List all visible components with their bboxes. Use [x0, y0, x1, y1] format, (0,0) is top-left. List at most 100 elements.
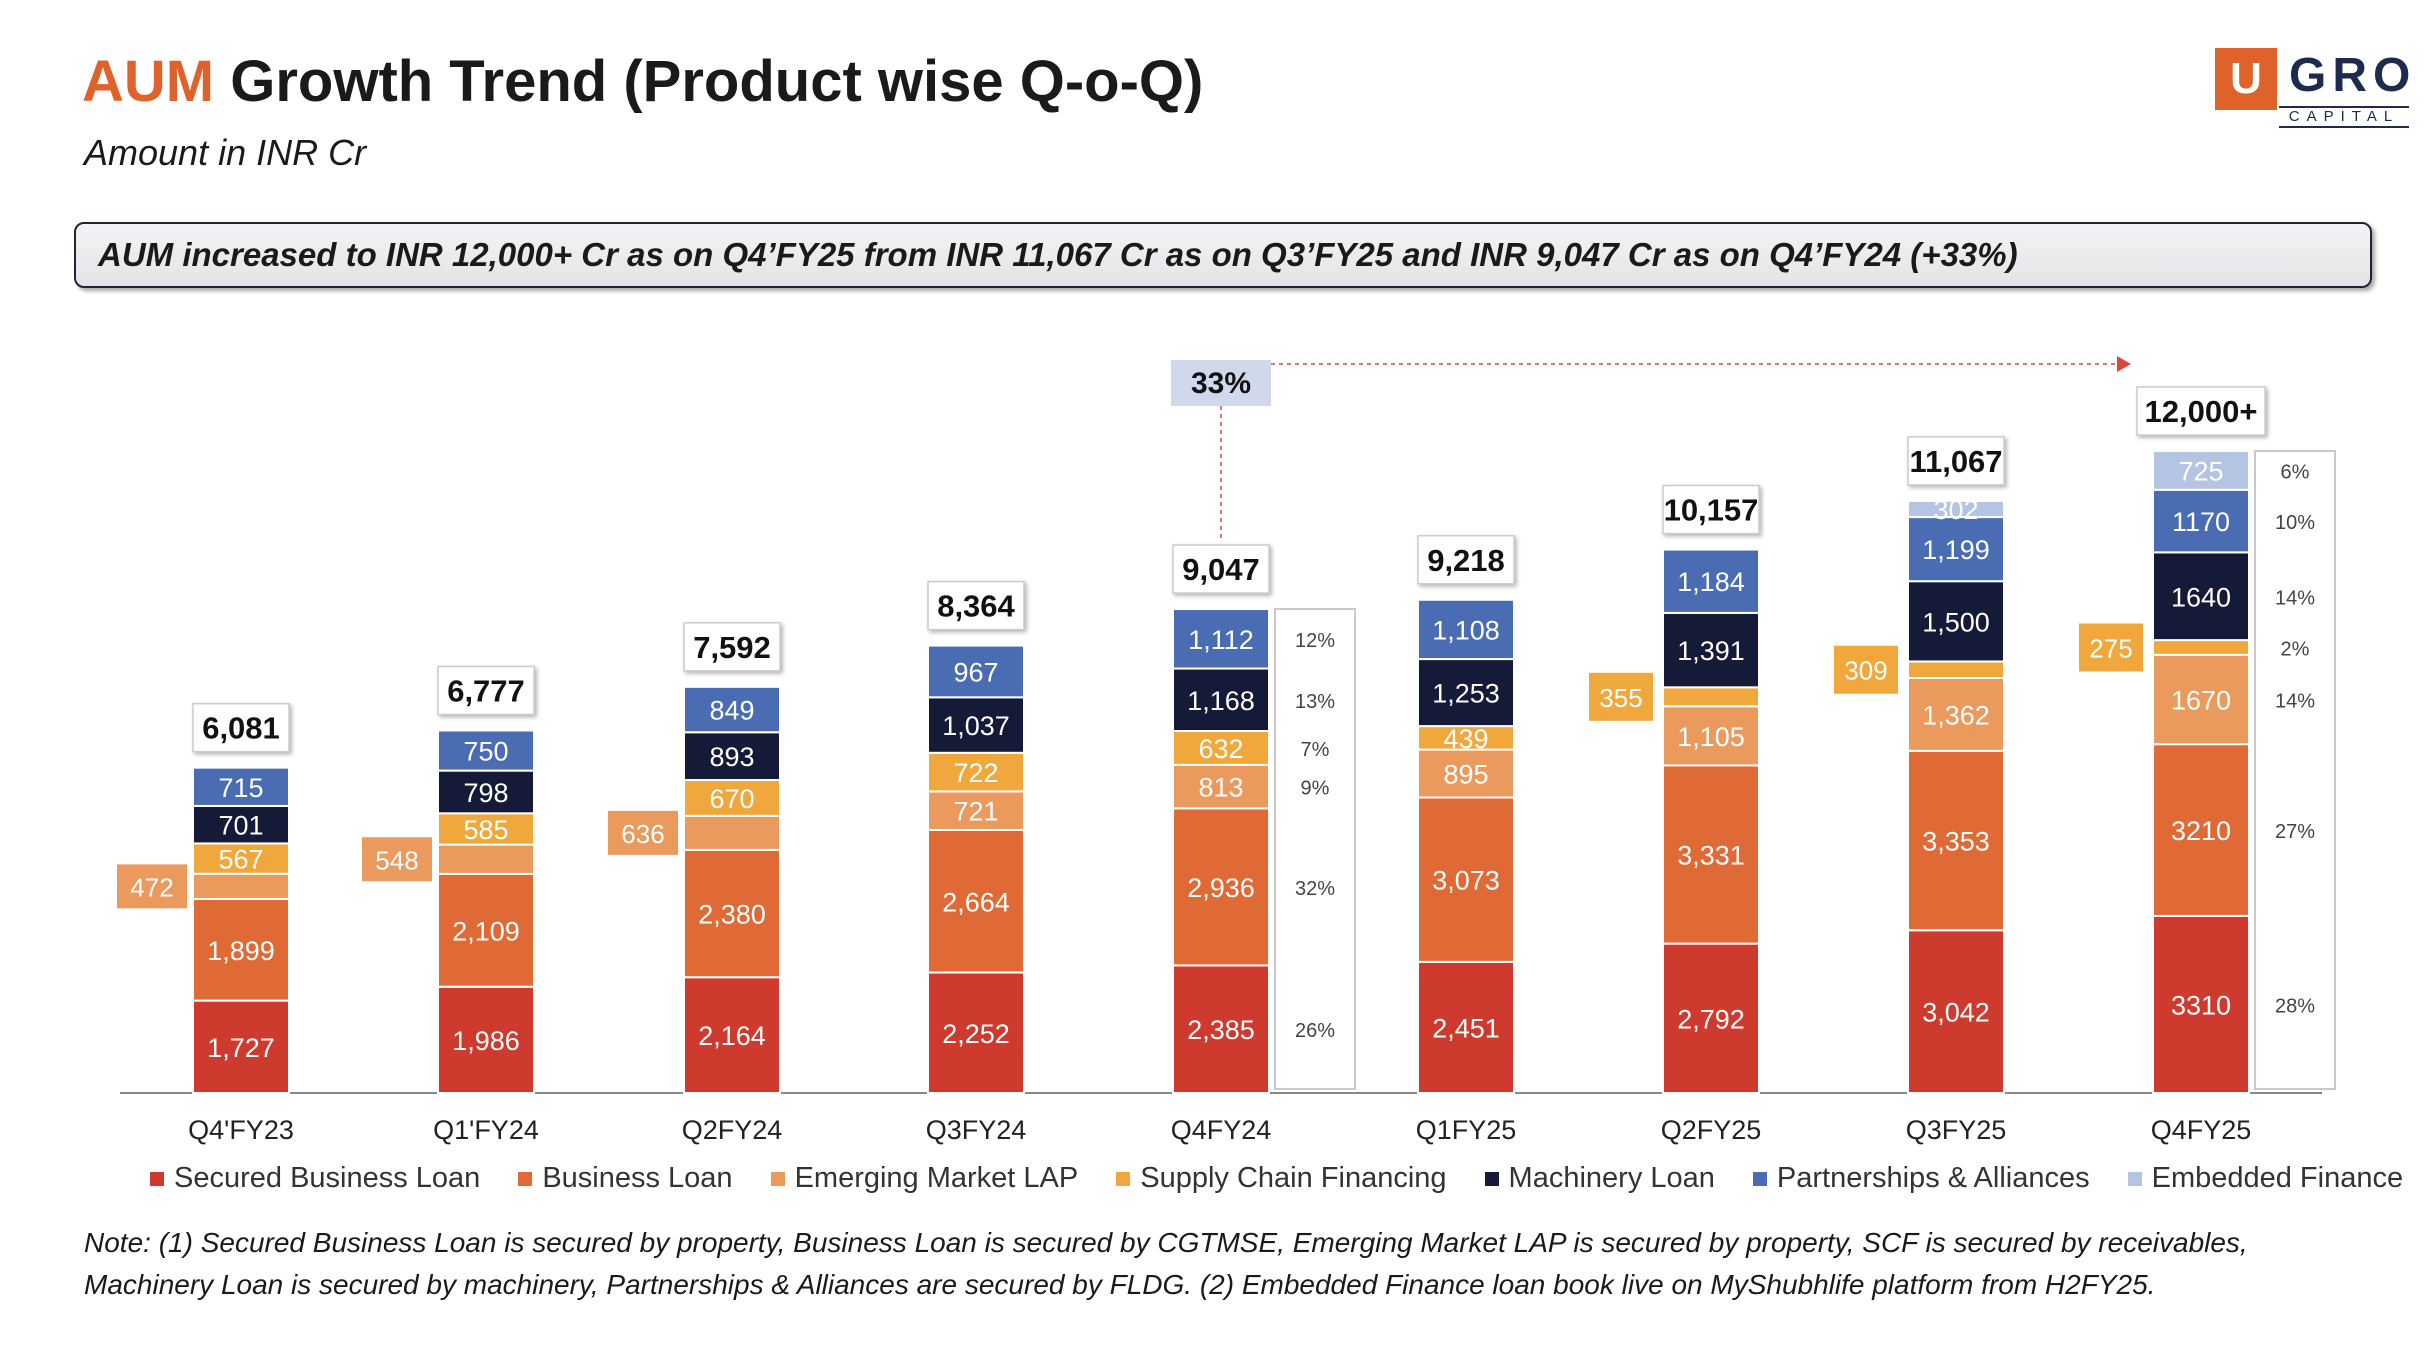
x-tick-label-q1fy25: Q1FY25 [1416, 1115, 1517, 1145]
bar-embedded-finance-q3fy25 [1907, 499, 2005, 519]
legend-label-secured-business-loan: Secured Business Loan [174, 1162, 481, 1194]
share-box-q4fy25 [2254, 450, 2336, 1090]
bar-partnerships-alliances-q2fy24 [683, 685, 781, 734]
data-label-emerging-market-lap-q1-fy24: 548 [375, 845, 418, 875]
bar-partnerships-alliances-q2fy25 [1662, 548, 1760, 614]
data-label-secured-business-loan-q2fy25: 2,792 [1677, 1004, 1745, 1034]
outside-label-box-q2fy24 [608, 810, 678, 855]
bar-machinery-loan-q2fy24 [683, 731, 781, 782]
data-label-secured-business-loan-q2fy24: 2,164 [698, 1021, 766, 1051]
outside-label-box-q4fy25 [2079, 623, 2143, 672]
legend-item-embedded-finance: Embedded Finance [2127, 1162, 2403, 1195]
logo-word: GRO [2289, 49, 2417, 102]
bar-emerging-market-lap-q1fy25 [1417, 748, 1515, 799]
bar-secured-business-loan-q2fy25 [1662, 942, 1760, 1094]
outside-label-box-q4-fy23 [117, 864, 187, 909]
data-label-supply-chain-financing-q2fy24: 670 [709, 784, 754, 814]
legend-item-emerging-market-lap: Emerging Market LAP [770, 1162, 1078, 1195]
x-tick-label-q2fy24: Q2FY24 [682, 1115, 783, 1145]
data-label-emerging-market-lap-q4fy25: 1670 [2171, 686, 2231, 716]
data-label-embedded-finance-q4fy25: 725 [2178, 456, 2223, 486]
x-tick-label-q3fy25: Q3FY25 [1906, 1115, 2007, 1145]
data-label-machinery-loan-q2fy24: 893 [709, 742, 754, 772]
data-label-emerging-market-lap-q2fy24: 636 [621, 819, 664, 849]
legend-label-supply-chain-financing: Supply Chain Financing [1140, 1162, 1447, 1194]
highlight-banner: AUM increased to INR 12,000+ Cr as on Q4… [74, 222, 2372, 288]
data-label-machinery-loan-q2fy25: 1,391 [1677, 636, 1745, 666]
bar-emerging-market-lap-q1-fy24 [437, 843, 535, 875]
bar-partnerships-alliances-q3fy24 [927, 644, 1025, 699]
data-label-partnerships-alliances-q4-fy23: 715 [218, 773, 263, 803]
legend-label-business-loan: Business Loan [542, 1162, 733, 1194]
data-label-supply-chain-financing-q4fy24: 632 [1198, 734, 1243, 764]
data-label-emerging-market-lap-q3fy24: 721 [953, 797, 998, 827]
data-label-machinery-loan-q4fy25: 1640 [2171, 582, 2231, 612]
share-box-q4fy24 [1274, 608, 1356, 1090]
total-box-q1-fy24 [437, 665, 535, 716]
bar-machinery-loan-q4-fy23 [192, 804, 290, 845]
data-label-supply-chain-financing-q1-fy24: 585 [463, 815, 508, 845]
data-label-supply-chain-financing-q3fy25: 309 [1844, 656, 1887, 686]
x-tick-label-q2fy25: Q2FY25 [1661, 1115, 1762, 1145]
legend-swatch-partnerships-alliances [1752, 1171, 1767, 1186]
data-label-partnerships-alliances-q3fy25: 1,199 [1922, 535, 1990, 565]
data-label-secured-business-loan-q4fy25: 3310 [2171, 990, 2231, 1020]
share-label-secured-business-loan-q4fy24: 26% [1295, 1020, 1335, 1042]
total-box-q3fy24 [927, 580, 1025, 631]
data-label-emerging-market-lap-q1fy25: 895 [1443, 760, 1488, 790]
bar-business-loan-q4fy24 [1172, 807, 1270, 967]
data-label-partnerships-alliances-q1-fy24: 750 [463, 737, 508, 767]
data-label-secured-business-loan-q3fy25: 3,042 [1922, 998, 1990, 1028]
bar-emerging-market-lap-q4-fy23 [192, 872, 290, 901]
data-label-business-loan-q1-fy24: 2,109 [452, 916, 520, 946]
company-logo: U GRO CAPITAL [2215, 48, 2410, 128]
data-label-machinery-loan-q1fy25: 1,253 [1432, 679, 1500, 709]
data-label-embedded-finance-q3fy25: 302 [1933, 495, 1978, 525]
data-label-supply-chain-financing-q4-fy23: 567 [218, 845, 263, 875]
total-label-q4fy24: 9,047 [1182, 552, 1260, 587]
total-box-q4fy25 [2136, 386, 2266, 436]
share-label-machinery-loan-q4fy24: 13% [1295, 691, 1335, 713]
data-label-business-loan-q2fy24: 2,380 [698, 900, 766, 930]
bar-supply-chain-financing-q4fy24 [1172, 730, 1270, 766]
share-label-partnerships-alliances-q4fy24: 12% [1295, 630, 1335, 652]
legend-item-supply-chain-financing: Supply Chain Financing [1116, 1162, 1447, 1195]
total-label-q1-fy24: 6,777 [447, 673, 525, 708]
data-label-secured-business-loan-q1-fy24: 1,986 [452, 1026, 520, 1056]
bar-secured-business-loan-q4-fy23 [192, 999, 290, 1095]
page-title: AUM Growth Trend (Product wise Q-o-Q) [82, 48, 1203, 115]
total-label-q1fy25: 9,218 [1427, 543, 1505, 578]
title-accent: AUM [82, 49, 215, 114]
growth-arrow-head [2117, 356, 2131, 372]
outside-label-box-q1-fy24 [362, 837, 432, 882]
bar-supply-chain-financing-q2fy25 [1662, 686, 1760, 708]
x-tick-label-q4-fy23: Q4'FY23 [188, 1115, 294, 1145]
data-label-secured-business-loan-q4fy24: 2,385 [1187, 1015, 1255, 1045]
bar-partnerships-alliances-q4-fy23 [192, 766, 290, 807]
legend-label-machinery-loan: Machinery Loan [1508, 1162, 1715, 1194]
total-box-q2fy24 [683, 622, 781, 672]
share-label-business-loan-q4fy25: 27% [2275, 821, 2315, 843]
bar-supply-chain-financing-q4fy25 [2152, 639, 2250, 656]
logo-sub: CAPITAL [2279, 106, 2409, 128]
total-label-q4fy25: 12,000+ [2145, 394, 2258, 429]
bar-supply-chain-financing-q3fy24 [927, 751, 1025, 793]
bar-partnerships-alliances-q1-fy24 [437, 729, 535, 772]
data-label-secured-business-loan-q3fy24: 2,252 [942, 1019, 1010, 1049]
total-box-q1fy25 [1417, 535, 1515, 585]
bar-machinery-loan-q3fy24 [927, 696, 1025, 754]
x-tick-label-q4fy25: Q4FY25 [2151, 1115, 2252, 1145]
title-rest: Growth Trend (Product wise Q-o-Q) [230, 49, 1204, 114]
data-label-partnerships-alliances-q1fy25: 1,108 [1432, 615, 1500, 645]
legend-item-business-loan: Business Loan [518, 1162, 733, 1195]
data-label-partnerships-alliances-q3fy24: 967 [953, 657, 998, 687]
data-label-partnerships-alliances-q4fy24: 1,112 [1188, 625, 1254, 655]
data-label-supply-chain-financing-q3fy24: 722 [953, 758, 998, 788]
data-label-supply-chain-financing-q2fy25: 355 [1599, 683, 1642, 713]
total-label-q3fy25: 11,067 [1909, 444, 2002, 479]
share-label-embedded-finance-q4fy25: 6% [2281, 461, 2310, 483]
data-label-machinery-loan-q4fy24: 1,168 [1187, 686, 1255, 716]
total-label-q4-fy23: 6,081 [202, 711, 280, 746]
data-label-partnerships-alliances-q2fy25: 1,184 [1677, 567, 1745, 597]
bar-supply-chain-financing-q1-fy24 [437, 812, 535, 846]
